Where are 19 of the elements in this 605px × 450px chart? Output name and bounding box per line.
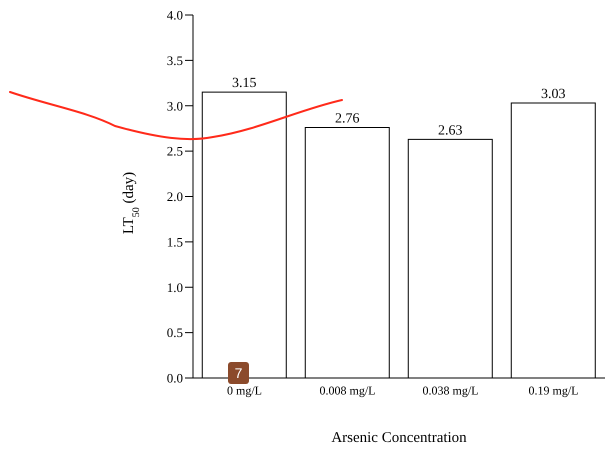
- data-label: 2.76: [335, 112, 360, 127]
- y-tick-label: 0.5: [166, 325, 183, 340]
- data-label: 3.03: [541, 87, 566, 102]
- x-tick-label: 0 mg/L: [227, 384, 262, 398]
- y-tick-label: 1.5: [166, 234, 183, 250]
- data-label: 3.15: [232, 76, 257, 92]
- y-tick-label: 0.0: [166, 370, 183, 386]
- x-tick-label: 0.19 mg/L: [528, 384, 578, 398]
- y-tick-label: 4.0: [166, 8, 183, 23]
- y-tick-label: 3.5: [166, 52, 183, 68]
- x-tick-label: 0.008 mg/L: [320, 384, 376, 398]
- y-tick-label: 2.5: [166, 144, 183, 159]
- number-badge: 7: [228, 362, 249, 384]
- y-tick-label: 2.0: [166, 189, 183, 204]
- data-label: 2.63: [438, 123, 463, 138]
- y-tick-label: 3.0: [166, 98, 183, 114]
- x-tick-label: 0.038 mg/L: [422, 384, 478, 398]
- y-tick-label: 1.0: [166, 280, 183, 295]
- x-axis-title: Arsenic Concentration: [330, 430, 468, 447]
